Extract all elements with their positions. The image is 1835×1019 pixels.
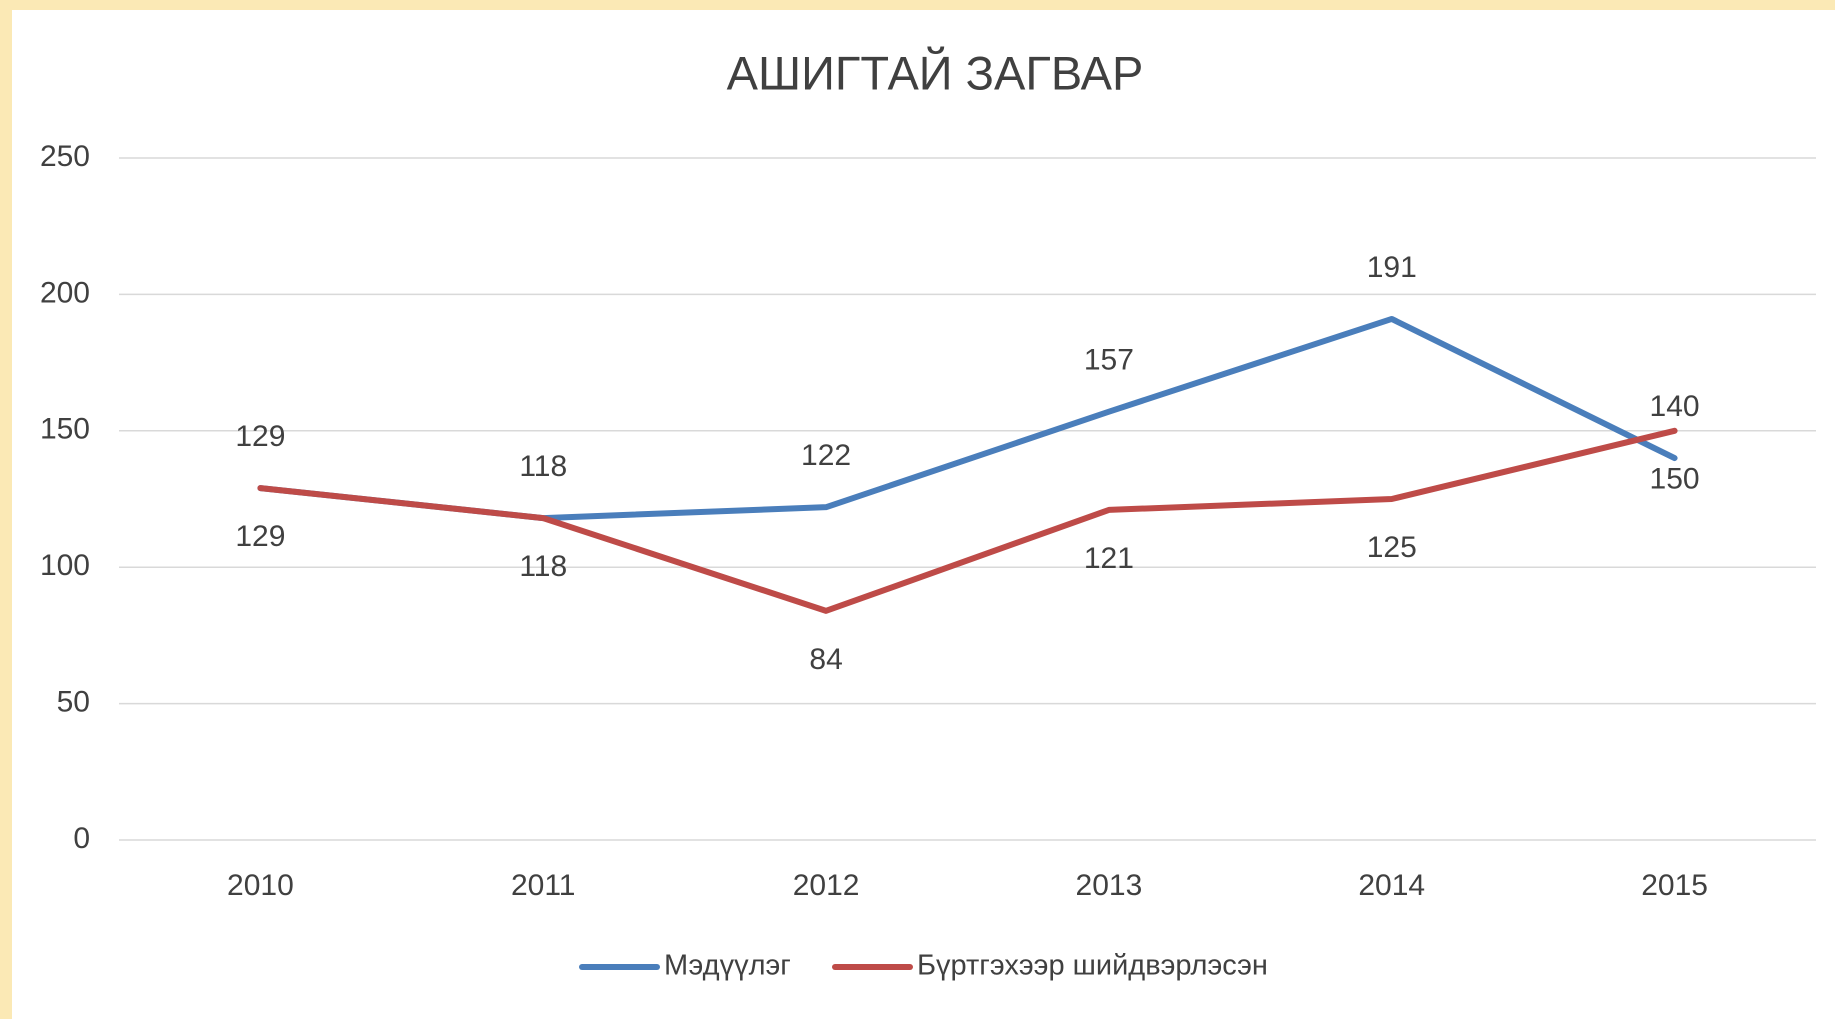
x-tick-label: 2014: [1358, 869, 1425, 902]
x-tick-label: 2011: [511, 869, 576, 902]
series-line: [257, 427, 1678, 614]
data-label: 118: [519, 550, 567, 583]
chart-area: [12, 10, 1835, 1019]
x-tick-label: 2015: [1641, 869, 1708, 902]
chart-title: АШИГТАЙ ЗАГВАР: [727, 46, 1144, 99]
data-label: 118: [519, 450, 567, 483]
data-label: 157: [1084, 344, 1134, 377]
y-tick-label: 100: [40, 549, 90, 582]
data-label: 150: [1650, 463, 1700, 496]
y-tick-label: 150: [40, 413, 90, 446]
data-label: 122: [801, 439, 851, 472]
data-label: 125: [1367, 531, 1417, 564]
y-tick-label: 200: [40, 276, 90, 309]
data-label: 191: [1367, 251, 1417, 284]
data-label: 84: [809, 643, 842, 676]
data-label: 129: [235, 520, 285, 553]
legend-label: Мэдүүлэг: [664, 950, 791, 982]
y-tick-label: 0: [73, 822, 90, 855]
data-label: 140: [1650, 390, 1700, 423]
data-label: 121: [1084, 542, 1134, 575]
legend-label: Бүртгэхээр шийдвэрлэсэн: [917, 950, 1268, 982]
y-tick-label: 250: [40, 140, 90, 173]
data-label: 129: [235, 420, 285, 453]
x-tick-label: 2010: [227, 869, 294, 902]
x-tick-label: 2013: [1076, 869, 1143, 902]
y-tick-label: 50: [57, 686, 90, 719]
x-tick-label: 2012: [793, 869, 860, 902]
